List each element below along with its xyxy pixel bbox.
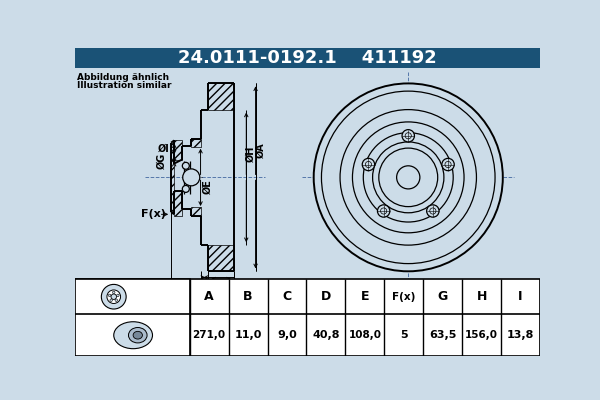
Bar [75, 48, 540, 68]
Circle shape [405, 133, 412, 139]
Ellipse shape [128, 328, 147, 343]
Circle shape [111, 294, 116, 300]
Circle shape [362, 158, 374, 171]
Circle shape [109, 294, 111, 297]
Text: F(x): F(x) [141, 209, 166, 219]
Circle shape [110, 299, 112, 302]
Text: ØA: ØA [255, 142, 265, 158]
Text: I: I [518, 290, 523, 303]
Text: 5: 5 [400, 330, 407, 340]
Circle shape [442, 158, 454, 171]
Text: 24.0111-0192.1    411192: 24.0111-0192.1 411192 [178, 49, 437, 67]
Text: E: E [361, 290, 369, 303]
Circle shape [116, 294, 119, 297]
Circle shape [183, 169, 200, 186]
Text: 11,0: 11,0 [235, 330, 262, 340]
Text: 156,0: 156,0 [465, 330, 498, 340]
Circle shape [113, 291, 115, 294]
Text: ØG: ØG [157, 153, 167, 169]
Bar [75, 279, 540, 356]
Text: H: H [476, 290, 487, 303]
Circle shape [182, 186, 190, 192]
Circle shape [430, 208, 436, 214]
Circle shape [107, 290, 121, 304]
Bar [191, 139, 200, 147]
Bar [208, 84, 234, 110]
Bar [208, 245, 234, 271]
Text: ØH: ØH [246, 146, 256, 162]
Circle shape [182, 162, 190, 169]
Text: 63,5: 63,5 [429, 330, 457, 340]
Text: →B←C (MTH): →B←C (MTH) [209, 280, 272, 290]
Text: B: B [218, 285, 226, 295]
Circle shape [445, 162, 451, 168]
Circle shape [115, 299, 118, 302]
Circle shape [380, 208, 387, 214]
Text: ØE: ØE [202, 179, 212, 194]
Bar [75, 279, 190, 356]
Text: Illustration similar: Illustration similar [77, 81, 172, 90]
Circle shape [397, 166, 420, 189]
Text: 271,0: 271,0 [193, 330, 226, 340]
Text: A: A [205, 290, 214, 303]
Text: ØI: ØI [157, 144, 169, 154]
Circle shape [101, 284, 126, 309]
Text: 9,0: 9,0 [277, 330, 297, 340]
Text: C: C [283, 290, 292, 303]
Text: 108,0: 108,0 [349, 330, 382, 340]
Bar [171, 143, 174, 212]
Ellipse shape [114, 322, 152, 349]
Text: Abbildung ähnlich: Abbildung ähnlich [77, 74, 169, 82]
Ellipse shape [133, 331, 142, 339]
Bar [191, 207, 200, 216]
Text: D: D [174, 293, 182, 303]
Bar [174, 191, 182, 216]
Text: G: G [437, 290, 448, 303]
Text: B: B [244, 290, 253, 303]
Bar [174, 140, 182, 160]
Text: 13,8: 13,8 [507, 330, 534, 340]
Circle shape [377, 205, 390, 217]
Text: F(x): F(x) [392, 292, 415, 302]
Circle shape [314, 84, 503, 271]
Circle shape [427, 205, 439, 217]
Circle shape [402, 130, 415, 142]
Text: D: D [321, 290, 331, 303]
Circle shape [365, 162, 371, 168]
Text: 40,8: 40,8 [312, 330, 340, 340]
